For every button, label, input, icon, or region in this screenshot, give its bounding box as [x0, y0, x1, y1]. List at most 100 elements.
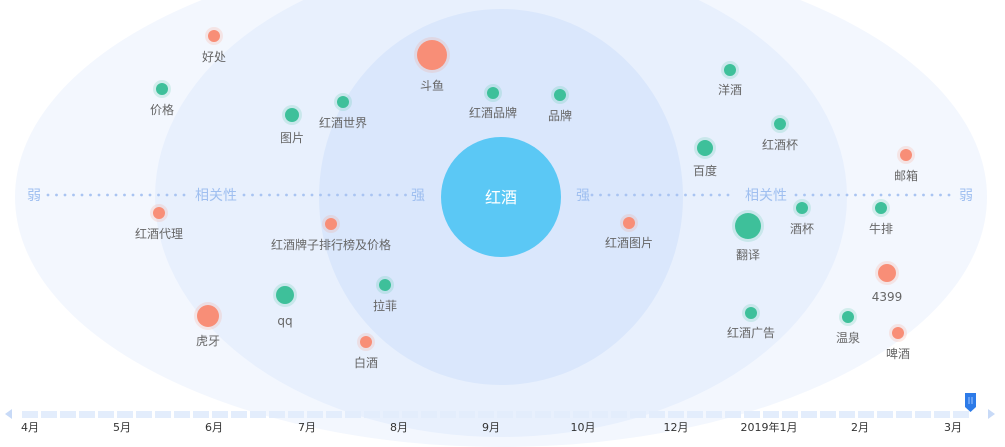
- bubble-item[interactable]: 邮箱: [894, 146, 918, 183]
- timeline-next-icon[interactable]: [988, 409, 995, 419]
- timeline-segment[interactable]: [934, 411, 950, 418]
- bubble[interactable]: [892, 327, 904, 339]
- bubble-item[interactable]: 图片: [280, 105, 304, 145]
- timeline-segment[interactable]: [383, 411, 399, 418]
- bubble-item[interactable]: qq: [273, 283, 297, 328]
- timeline-tick[interactable]: 8月: [390, 421, 408, 434]
- timeline-segment[interactable]: [117, 411, 133, 418]
- bubble-item[interactable]: 温泉: [836, 308, 860, 345]
- timeline-segment[interactable]: [516, 411, 532, 418]
- bubble[interactable]: [697, 140, 713, 156]
- timeline-segment[interactable]: [744, 411, 760, 418]
- timeline-segment[interactable]: [554, 411, 570, 418]
- timeline-tick[interactable]: 6月: [205, 421, 223, 434]
- bubble-item[interactable]: 牛排: [869, 199, 893, 236]
- center-bubble[interactable]: [441, 137, 561, 257]
- timeline-segment[interactable]: [592, 411, 608, 418]
- timeline-segment[interactable]: [364, 411, 380, 418]
- bubble[interactable]: [875, 202, 887, 214]
- bubble-item[interactable]: 啤酒: [886, 324, 910, 361]
- timeline-segment[interactable]: [668, 411, 684, 418]
- timeline-segment[interactable]: [421, 411, 437, 418]
- timeline-tick[interactable]: 9月: [482, 421, 500, 434]
- bubble[interactable]: [724, 64, 736, 76]
- timeline-segment[interactable]: [326, 411, 342, 418]
- timeline-segment[interactable]: [535, 411, 551, 418]
- timeline-segment[interactable]: [307, 411, 323, 418]
- timeline-segment[interactable]: [687, 411, 703, 418]
- bubble[interactable]: [745, 307, 757, 319]
- timeline-segment[interactable]: [573, 411, 589, 418]
- timeline-handle-shape[interactable]: [965, 393, 976, 412]
- timeline-segment[interactable]: [193, 411, 209, 418]
- timeline-segment[interactable]: [440, 411, 456, 418]
- timeline-segment[interactable]: [402, 411, 418, 418]
- timeline-segment[interactable]: [155, 411, 171, 418]
- bubble[interactable]: [900, 149, 912, 161]
- timeline-segment[interactable]: [136, 411, 152, 418]
- bubble-item[interactable]: 红酒图片: [605, 214, 653, 250]
- timeline-tick[interactable]: 5月: [113, 421, 131, 434]
- bubble-item[interactable]: 翻译: [732, 210, 764, 262]
- timeline-segment[interactable]: [98, 411, 114, 418]
- timeline-segment[interactable]: [497, 411, 513, 418]
- bubble[interactable]: [878, 264, 896, 282]
- bubble[interactable]: [208, 30, 220, 42]
- bubble[interactable]: [325, 218, 337, 230]
- timeline-segment[interactable]: [877, 411, 893, 418]
- bubble[interactable]: [197, 305, 219, 327]
- timeline-segment[interactable]: [725, 411, 741, 418]
- bubble-item[interactable]: 百度: [693, 137, 717, 178]
- timeline-segment[interactable]: [79, 411, 95, 418]
- timeline-segment[interactable]: [858, 411, 874, 418]
- bubble-item[interactable]: 洋酒: [718, 61, 742, 97]
- timeline-segment[interactable]: [953, 411, 969, 418]
- timeline-segment[interactable]: [345, 411, 361, 418]
- bubble[interactable]: [337, 96, 349, 108]
- bubble[interactable]: [153, 207, 165, 219]
- timeline-segment[interactable]: [212, 411, 228, 418]
- timeline-segment[interactable]: [820, 411, 836, 418]
- timeline-segment[interactable]: [250, 411, 266, 418]
- timeline-tick[interactable]: 4月: [21, 421, 39, 434]
- timeline-segment[interactable]: [269, 411, 285, 418]
- bubble[interactable]: [417, 40, 447, 70]
- bubble-item[interactable]: 红酒广告: [727, 304, 775, 340]
- timeline-segment[interactable]: [174, 411, 190, 418]
- bubble[interactable]: [774, 118, 786, 130]
- timeline-tick[interactable]: 12月: [664, 421, 689, 434]
- bubble[interactable]: [842, 311, 854, 323]
- timeline-segment[interactable]: [611, 411, 627, 418]
- timeline-segment[interactable]: [706, 411, 722, 418]
- bubble[interactable]: [623, 217, 635, 229]
- timeline-segment[interactable]: [649, 411, 665, 418]
- bubble[interactable]: [379, 279, 391, 291]
- timeline-segment[interactable]: [22, 411, 38, 418]
- bubble[interactable]: [487, 87, 499, 99]
- timeline-tick[interactable]: 2月: [851, 421, 869, 434]
- bubble[interactable]: [735, 213, 761, 239]
- timeline-segment[interactable]: [782, 411, 798, 418]
- bubble-item[interactable]: 价格: [150, 80, 174, 117]
- bubble-item[interactable]: 4399: [872, 261, 903, 304]
- timeline-tick[interactable]: 7月: [298, 421, 316, 434]
- timeline-segment[interactable]: [478, 411, 494, 418]
- timeline-segment[interactable]: [896, 411, 912, 418]
- timeline-tick[interactable]: 10月: [571, 421, 596, 434]
- timeline-segment[interactable]: [459, 411, 475, 418]
- bubble[interactable]: [360, 336, 372, 348]
- timeline-segment[interactable]: [630, 411, 646, 418]
- bubble-item[interactable]: 白酒: [354, 333, 378, 370]
- timeline-segment[interactable]: [60, 411, 76, 418]
- timeline[interactable]: 4月 5月 6月 7月 8月 9月 10月 12月 2019年1月 2月 3月: [5, 393, 995, 434]
- timeline-tick[interactable]: 3月: [944, 421, 962, 434]
- timeline-segment[interactable]: [801, 411, 817, 418]
- bubble-item[interactable]: 好处: [202, 27, 226, 64]
- timeline-segment[interactable]: [763, 411, 779, 418]
- timeline-tick[interactable]: 2019年1月: [741, 420, 798, 434]
- bubble-item[interactable]: 酒杯: [790, 199, 814, 236]
- bubble-item[interactable]: 红酒杯: [762, 115, 798, 152]
- timeline-segment[interactable]: [915, 411, 931, 418]
- bubble-item[interactable]: 虎牙: [194, 302, 222, 348]
- bubble-item[interactable]: 红酒牌子排行榜及价格: [271, 215, 391, 252]
